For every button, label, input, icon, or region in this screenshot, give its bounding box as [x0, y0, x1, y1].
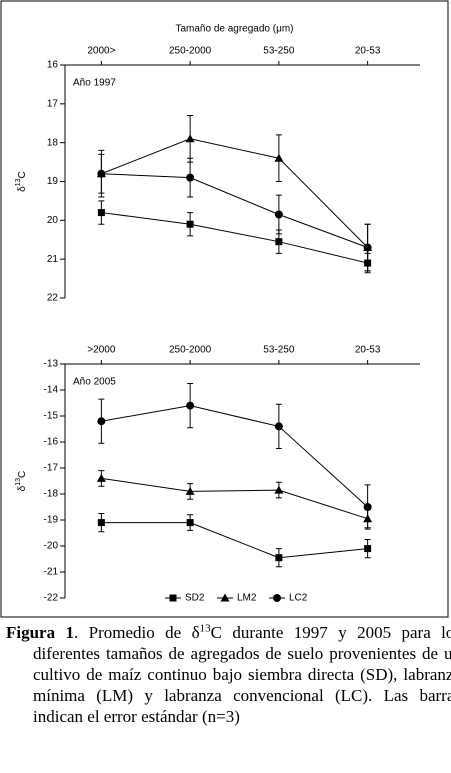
y-tick-label: -13	[44, 359, 59, 370]
marker	[97, 519, 105, 527]
y-tick-label: -16	[44, 437, 59, 448]
marker	[364, 545, 372, 553]
marker	[185, 486, 195, 495]
marker	[363, 503, 372, 511]
marker	[274, 153, 284, 162]
marker	[169, 594, 177, 602]
legend-label: LC2	[289, 593, 308, 604]
x-tick-label: >2000	[87, 345, 116, 356]
y-axis-title-base: δ	[17, 485, 28, 491]
y-tick-label: 20	[47, 215, 59, 226]
x-tick-label: 20-53	[355, 345, 381, 356]
caption-sup: 13	[199, 622, 211, 635]
marker	[97, 209, 105, 217]
marker	[186, 173, 195, 182]
y-tick-label: -18	[44, 489, 59, 500]
y-tick-label: 19	[47, 176, 59, 187]
series-line	[101, 138, 368, 248]
y-tick-label: 21	[47, 254, 59, 265]
annotation: Año 1997	[73, 78, 116, 89]
series-line	[101, 212, 368, 264]
y-tick-label: -22	[44, 593, 59, 604]
marker	[274, 210, 283, 219]
x-axis-title: Tamaño de agregado (μm)	[175, 24, 293, 35]
series-line	[101, 173, 368, 248]
y-tick-label: -21	[44, 567, 59, 578]
chart: 16 17 18 19 20 21 22 2000> 250-2000 53-250 20-53 Ta…	[0, 0, 449, 618]
series-line	[101, 477, 368, 520]
marker	[274, 422, 283, 431]
marker	[96, 473, 106, 482]
y-axis-title-sup: 13	[15, 178, 22, 186]
x-tick-label: 53-250	[263, 345, 295, 356]
y-tick-label: 22	[47, 293, 59, 304]
y-axis-title-end: C	[17, 171, 28, 178]
y-axis-title-base: δ	[17, 186, 28, 192]
y-axis-title-end: C	[17, 471, 28, 478]
x-tick-label: 250-2000	[169, 345, 212, 356]
caption-text: . Promedio de δ	[74, 623, 200, 642]
marker	[97, 417, 106, 426]
y-axis-title: δ13C	[15, 471, 28, 492]
y-tick-label: 17	[47, 98, 59, 109]
y-tick-label: 18	[47, 137, 59, 148]
legend-label: SD2	[185, 593, 205, 604]
marker	[275, 554, 283, 562]
annotation: Año 2005	[73, 377, 116, 388]
marker	[97, 169, 106, 178]
marker	[220, 593, 230, 602]
legend-label: LM2	[237, 593, 257, 604]
caption: Figura 1. Promedio de δ13C durante 1997 …	[6, 622, 451, 727]
y-axis-title: δ13C	[15, 171, 28, 192]
marker	[186, 220, 194, 228]
x-tick-label: 20-53	[355, 46, 381, 57]
y-tick-label: -19	[44, 515, 59, 526]
x-tick-label: 53-250	[263, 46, 295, 57]
marker	[186, 401, 195, 410]
frame	[0, 0, 449, 618]
marker	[186, 519, 194, 527]
y-tick-label: -15	[44, 411, 59, 422]
marker	[363, 243, 372, 252]
y-tick-label: -20	[44, 541, 59, 552]
y-axis-title-sup: 13	[15, 478, 22, 486]
marker	[275, 238, 283, 246]
caption-label: Figura 1	[6, 623, 75, 642]
marker	[274, 485, 284, 494]
series-line	[101, 405, 368, 508]
x-tick-label: 250-2000	[169, 46, 212, 57]
y-tick-label: 16	[47, 60, 59, 71]
y-tick-label: -17	[44, 463, 59, 474]
marker	[185, 134, 195, 143]
y-tick-label: -14	[44, 385, 59, 396]
series-line	[101, 522, 368, 559]
x-tick-label: 2000>	[87, 46, 115, 57]
marker	[273, 594, 281, 602]
caption-text: C durante 1997 y 2005 para los diferente…	[33, 623, 451, 726]
